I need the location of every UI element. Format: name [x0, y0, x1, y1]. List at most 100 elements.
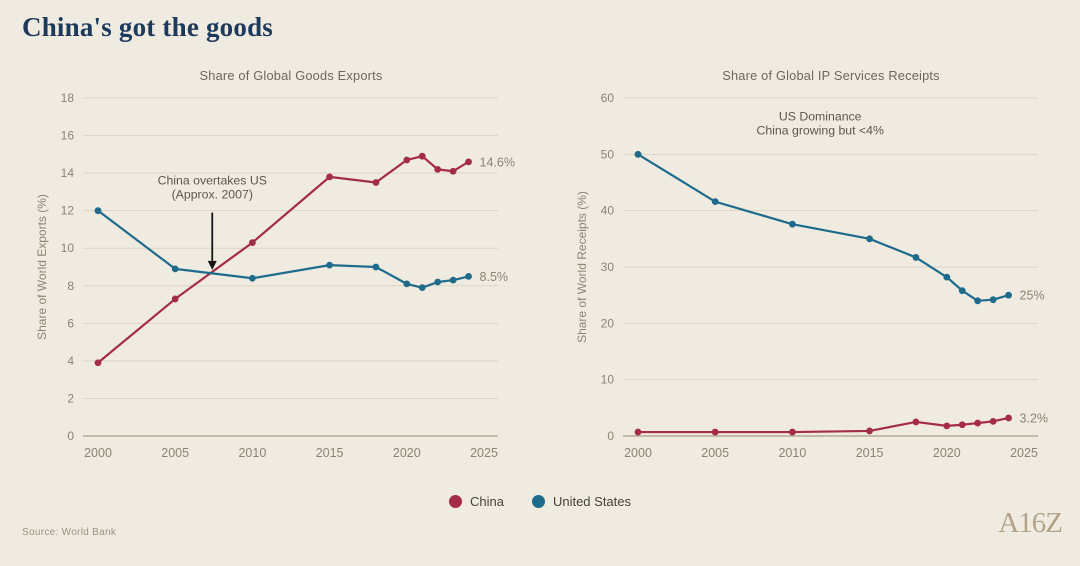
data-point-united-states	[989, 296, 997, 304]
data-point-china	[403, 156, 411, 164]
y-tick-label: 18	[61, 91, 75, 105]
x-tick-label: 2020	[393, 446, 421, 460]
data-point-united-states	[958, 287, 966, 295]
data-point-china	[94, 359, 102, 367]
data-point-united-states	[326, 261, 333, 269]
y-axis-label: Share of World Exports (%)	[35, 194, 49, 340]
data-point-united-states	[465, 272, 472, 280]
y-tick-label: 16	[61, 129, 75, 143]
chart-title: Share of Global IP Services Receipts	[722, 68, 940, 83]
page-title: China's got the goods	[22, 12, 273, 42]
a16z-logo-text: A16Z	[998, 507, 1063, 539]
data-point-united-states	[403, 280, 411, 288]
data-point-china	[171, 295, 179, 303]
data-point-united-states	[418, 284, 426, 292]
x-tick-label: 2020	[933, 446, 961, 460]
x-tick-label: 2025	[470, 446, 498, 460]
legend-label-united-states: United States	[552, 494, 631, 509]
data-point-united-states	[171, 265, 179, 273]
data-point-united-states	[866, 235, 873, 243]
data-point-united-states	[249, 274, 256, 282]
data-point-china	[974, 419, 982, 427]
x-tick-label: 2010	[238, 446, 266, 460]
data-point-china	[1005, 414, 1012, 422]
data-point-united-states	[943, 273, 951, 281]
series-line-china	[97, 155, 470, 364]
legend: China United States	[0, 494, 1080, 509]
legend-item-united-states: United States	[531, 494, 631, 509]
y-tick-label: 50	[601, 147, 615, 161]
data-point-china	[989, 417, 997, 425]
data-point-united-states	[94, 207, 102, 215]
data-point-china	[249, 239, 256, 246]
y-tick-label: 12	[61, 204, 75, 218]
y-tick-label: 40	[601, 204, 615, 218]
data-point-china	[326, 173, 333, 181]
series-line-china	[638, 416, 1009, 434]
x-tick-label: 2010	[778, 446, 806, 460]
annotation-text: China growing but <4%	[756, 124, 884, 138]
logo-compass-star-icon: ✦	[1041, 518, 1049, 528]
y-tick-label: 10	[61, 241, 75, 255]
y-tick-label: 4	[67, 354, 74, 368]
data-point-united-states	[634, 150, 642, 158]
chart-title: Share of Global Goods Exports	[200, 68, 383, 83]
legend-item-china: China	[448, 494, 504, 509]
data-point-united-states	[789, 220, 796, 228]
y-axis-label: Share of World Receipts (%)	[575, 191, 589, 343]
annotation-text: (Approx. 2007)	[172, 187, 253, 201]
data-point-united-states	[912, 254, 920, 261]
data-point-china	[434, 165, 442, 173]
data-point-united-states	[711, 198, 719, 206]
a16z-logo: A16Z ✦	[996, 503, 1063, 543]
series-line-united-states	[637, 153, 1009, 302]
series-end-label-united-states: 25%	[1020, 289, 1045, 303]
annotation-text: US Dominance	[779, 110, 862, 124]
data-point-china	[866, 427, 873, 435]
data-point-china	[912, 418, 920, 426]
y-tick-label: 6	[67, 316, 74, 330]
annotation-text: China overtakes US	[158, 173, 267, 187]
united-states-swatch-icon	[531, 495, 545, 508]
y-tick-label: 60	[601, 91, 615, 105]
data-point-china	[634, 428, 642, 436]
x-tick-label: 2000	[624, 446, 652, 460]
x-tick-label: 2000	[84, 446, 112, 460]
y-tick-label: 10	[601, 373, 615, 387]
series-end-label-united-states: 8.5%	[480, 270, 509, 284]
data-point-china	[449, 167, 457, 175]
y-tick-label: 0	[67, 429, 74, 443]
data-point-china	[711, 428, 719, 436]
series-end-label-china: 3.2%	[1020, 411, 1049, 425]
data-point-united-states	[434, 278, 442, 286]
x-tick-label: 2005	[161, 446, 189, 460]
data-point-china	[958, 421, 966, 429]
data-point-united-states	[372, 263, 380, 271]
annotation-arrowhead-icon	[207, 260, 217, 270]
legend-label-china: China	[469, 494, 504, 509]
china-swatch-icon	[448, 495, 462, 508]
charts-row: 0 2 4 6 8 10 12 14 16 18 2000 2005 2010 2015 2020 2025 S…	[0, 58, 1080, 473]
ip-receipts-chart-svg: 0 10 20 30 40 50 60 2000 2005 2010 2015 2020 2025 Sha…	[575, 68, 1049, 460]
data-point-china	[943, 422, 951, 430]
data-point-united-states	[1005, 291, 1012, 299]
data-point-united-states	[449, 276, 457, 284]
x-tick-label: 2015	[316, 446, 344, 460]
x-tick-label: 2015	[856, 446, 884, 460]
series-line-united-states	[97, 209, 469, 289]
x-tick-label: 2005	[701, 446, 729, 460]
y-tick-label: 20	[601, 316, 615, 330]
y-tick-label: 14	[61, 166, 75, 180]
chart-ip-services-receipts: 0 10 20 30 40 50 60 2000 2005 2010 2015 2020 2025 Sha…	[540, 58, 1080, 473]
chart-goods-exports: 0 2 4 6 8 10 12 14 16 18 2000 2005 2010 2015 2020 2025 S…	[0, 58, 540, 473]
y-tick-label: 8	[67, 279, 74, 293]
data-point-china	[465, 158, 472, 166]
y-tick-label: 0	[607, 429, 614, 443]
x-tick-label: 2025	[1010, 446, 1038, 460]
source-note: Source: World Bank	[22, 527, 117, 538]
y-tick-label: 30	[601, 260, 615, 274]
data-point-china	[372, 179, 380, 186]
y-tick-label: 2	[67, 391, 74, 405]
series-end-label-china: 14.6%	[480, 155, 515, 169]
data-point-united-states	[974, 297, 982, 305]
